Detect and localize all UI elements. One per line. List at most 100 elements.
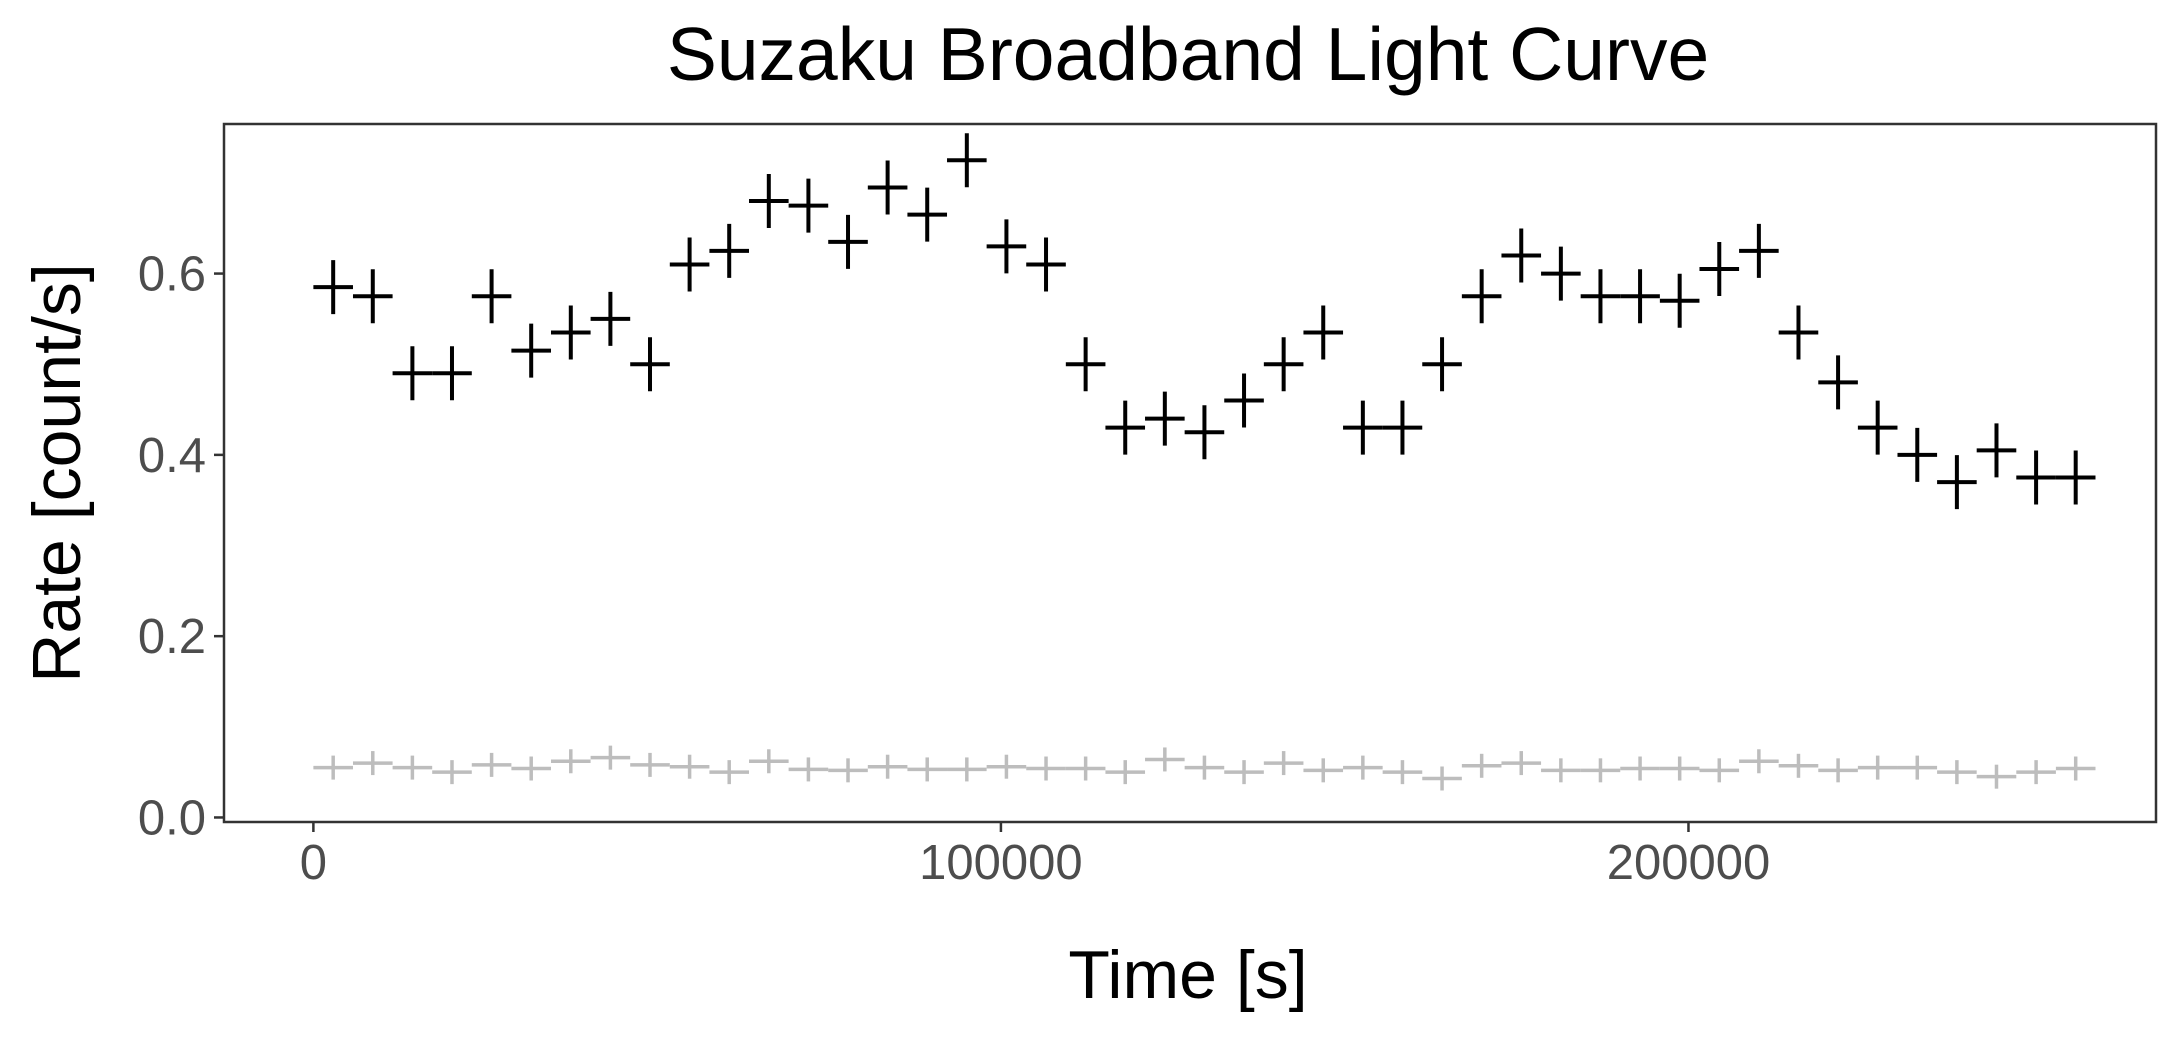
data-point [1026, 237, 1066, 292]
data-point [1897, 755, 1938, 780]
data-point [630, 337, 670, 392]
data-point [1818, 758, 1858, 783]
data-point [590, 291, 631, 346]
data-point [1065, 756, 1106, 781]
data-point [511, 756, 551, 781]
data-point [1184, 405, 1225, 460]
x-axis-label: Time [s] [1068, 937, 1307, 1013]
data-point [1422, 766, 1462, 791]
data-point [313, 260, 353, 315]
data-point [432, 346, 472, 401]
data-point [511, 323, 551, 378]
data-point [749, 749, 789, 774]
plot-panel [222, 122, 2158, 824]
data-point [828, 758, 868, 783]
x-tick-label: 200000 [1607, 836, 1771, 890]
data-point [1659, 756, 1700, 781]
data-point [1422, 337, 1462, 392]
data-point [867, 160, 908, 215]
data-point [1541, 246, 1581, 301]
data-point [907, 187, 948, 242]
series-1 [313, 745, 2096, 791]
data-point [1937, 760, 1977, 785]
data-point [1739, 223, 1779, 278]
data-point [1818, 355, 1858, 410]
data-point [1461, 269, 1502, 324]
data-point [2055, 756, 2096, 781]
data-point [1699, 758, 1740, 783]
data-point [471, 269, 512, 324]
data-point [352, 751, 393, 776]
data-point [788, 757, 829, 782]
data-point [352, 269, 393, 324]
data-point [1065, 337, 1106, 392]
data-point [1580, 758, 1621, 783]
data-point [1976, 423, 2017, 478]
data-point [1659, 273, 1700, 328]
data-point [1541, 758, 1581, 783]
data-point [2016, 760, 2056, 785]
data-point [590, 745, 631, 770]
data-point [1105, 760, 1146, 785]
data-series [313, 133, 2096, 791]
data-point [788, 178, 829, 233]
data-point [2016, 450, 2056, 505]
data-point [1263, 751, 1304, 776]
data-point [828, 214, 868, 269]
data-point [1620, 756, 1660, 781]
data-point [1145, 747, 1185, 772]
data-point [550, 305, 591, 360]
x-axis: 0 100000 200000 [300, 822, 1770, 890]
x-tick-label: 100000 [919, 836, 1083, 890]
data-point [392, 755, 433, 780]
data-point [1105, 400, 1146, 455]
chart-title: Suzaku Broadband Light Curve [667, 12, 1709, 96]
data-point [1739, 749, 1779, 774]
data-point [1778, 753, 1819, 778]
data-point [1224, 373, 1264, 428]
data-point [709, 760, 750, 785]
data-point [1897, 427, 1938, 482]
data-point [1145, 391, 1185, 446]
data-point [947, 133, 987, 188]
data-point [669, 754, 710, 779]
y-tick-label: 0.0 [138, 791, 206, 845]
data-point [1026, 756, 1066, 781]
data-point [1382, 760, 1423, 785]
data-point [1501, 751, 1542, 776]
data-point [1501, 228, 1542, 283]
data-point [313, 755, 353, 780]
data-point [1382, 400, 1423, 455]
data-point [907, 757, 948, 782]
data-point [1699, 242, 1740, 297]
series-0 [313, 133, 2096, 510]
data-point [432, 760, 472, 785]
data-point [749, 174, 789, 229]
y-axis: 0.0 0.2 0.4 0.6 [138, 248, 224, 845]
data-point [1343, 755, 1383, 780]
data-point [2055, 450, 2096, 505]
data-point [986, 219, 1027, 274]
data-point [986, 754, 1027, 779]
data-point [947, 757, 987, 782]
y-tick-label: 0.4 [138, 429, 206, 483]
y-tick-label: 0.2 [138, 610, 206, 664]
data-point [1303, 305, 1344, 360]
data-point [1184, 755, 1225, 780]
data-point [669, 237, 710, 292]
y-axis-label: Rate [count/s] [19, 263, 95, 683]
data-point [1620, 269, 1660, 324]
data-point [867, 754, 908, 779]
data-point [1937, 455, 1977, 510]
data-point [392, 346, 433, 401]
data-point [630, 752, 670, 777]
data-point [1461, 753, 1502, 778]
data-point [1580, 269, 1621, 324]
x-tick-label: 0 [300, 836, 327, 890]
data-point [550, 749, 591, 774]
data-point [1343, 400, 1383, 455]
data-point [1976, 764, 2017, 789]
y-tick-label: 0.6 [138, 248, 206, 302]
